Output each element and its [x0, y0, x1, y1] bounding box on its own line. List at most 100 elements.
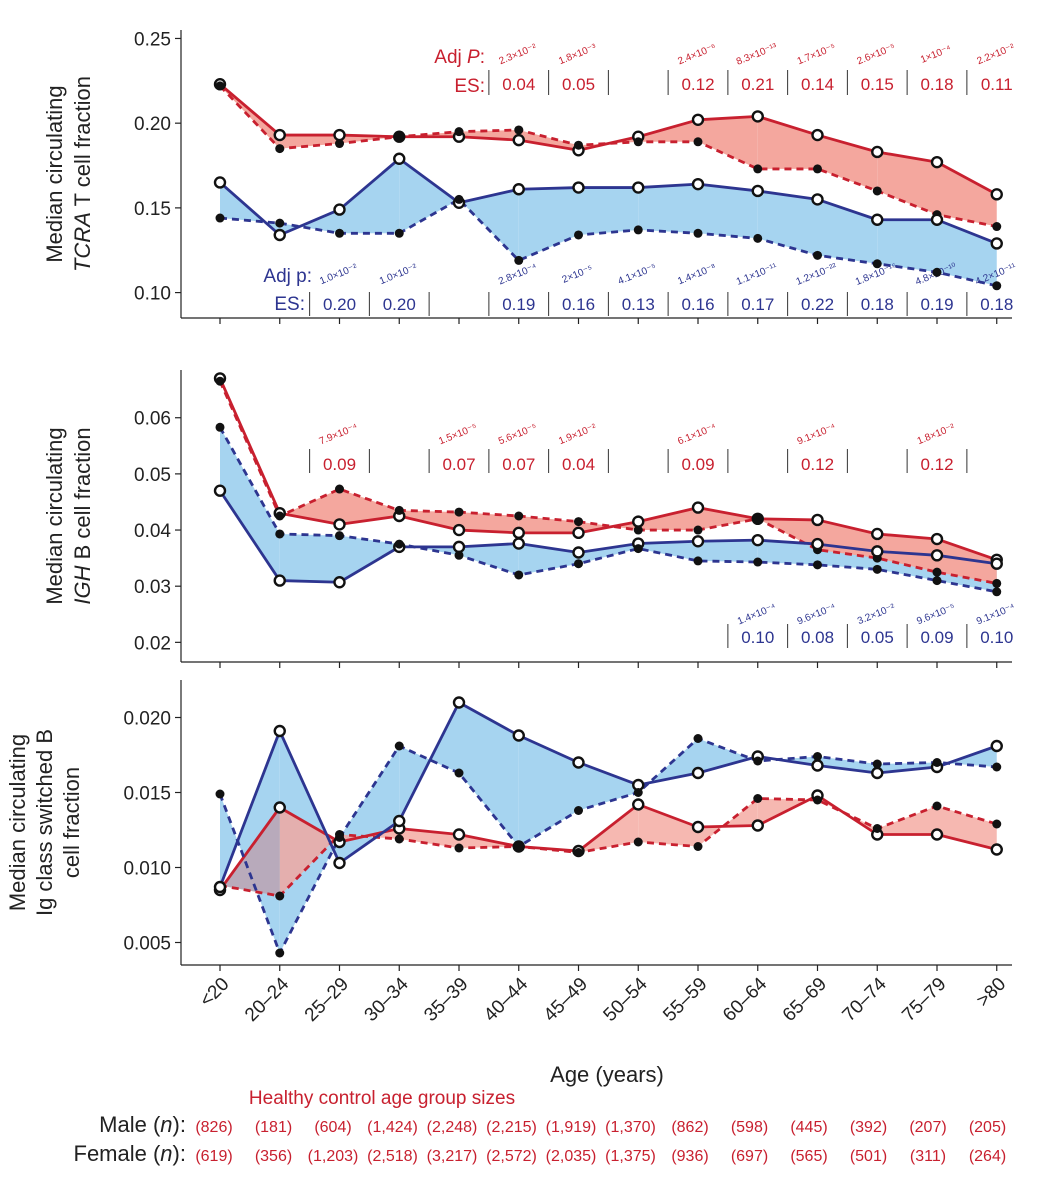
female-difference-band	[339, 158, 400, 234]
male-hollow-point	[512, 526, 525, 540]
male-n-value: (207)	[909, 1119, 946, 1136]
male-hollow-point	[751, 110, 764, 123]
male-hollow-point	[811, 513, 824, 527]
male-dashed-line	[218, 380, 998, 585]
x-tick-label: 20–24	[241, 973, 294, 1026]
male-filled-point	[574, 140, 583, 150]
adj-p-value: 2.2×10⁻²	[975, 42, 1016, 67]
adj-p-value: 1.2×10⁻²²	[795, 261, 839, 287]
adj-p-value: 1.0×10⁻²	[318, 262, 359, 287]
effect-size-value: 0.20	[383, 295, 416, 314]
male-n-value: (2,215)	[486, 1119, 537, 1136]
x-tick-label: 40–44	[480, 973, 533, 1026]
effect-size-value: 0.09	[920, 628, 953, 647]
y-tick-label: 0.04	[134, 521, 171, 542]
male-filled-point	[753, 514, 763, 524]
male-filled-point	[574, 517, 583, 527]
male-hollow-point	[333, 128, 346, 142]
male-filled-point	[394, 132, 404, 142]
female-n-value: (619)	[195, 1148, 232, 1165]
female-filled-point	[872, 564, 882, 574]
male-n-value: (1,919)	[546, 1119, 597, 1136]
female-difference-band	[339, 746, 400, 863]
adj-p-value: 1.4×10⁻⁸	[676, 262, 718, 287]
y-tick-label: 0.005	[123, 934, 171, 955]
male-hollow-point	[871, 145, 884, 159]
female-hollow-point	[393, 152, 406, 165]
male-dashed-line	[219, 797, 998, 898]
male-n-value: (604)	[314, 1119, 351, 1136]
male-n-value: (1,424)	[367, 1119, 418, 1136]
female-hollow-point	[213, 880, 227, 894]
effect-size-value: 0.17	[741, 295, 774, 314]
effect-size-value: 0.19	[920, 295, 953, 314]
female-filled-point	[813, 560, 822, 570]
female-filled-point	[932, 267, 942, 277]
female-difference-band	[459, 702, 519, 847]
female-hollow-point	[811, 759, 824, 772]
adj-p-heading: Adj p:	[263, 266, 312, 287]
effect-size-value: 0.18	[980, 295, 1013, 314]
adj-p-value: 2.6×10⁻⁵	[856, 42, 897, 67]
female-hollow-point	[871, 766, 884, 780]
y-tick-label: 0.05	[134, 465, 171, 486]
effect-size-value: 0.08	[801, 628, 834, 647]
male-filled-point	[454, 507, 464, 517]
female-difference-band	[220, 794, 238, 887]
male-hollow-point	[452, 523, 466, 537]
y-tick-label: 0.10	[134, 284, 171, 305]
y-tick-label: 0.010	[123, 859, 171, 880]
female-hollow-point	[572, 546, 585, 559]
female-hollow-point	[333, 576, 346, 589]
female-filled-point	[753, 756, 763, 766]
male-hollow-point	[751, 819, 764, 832]
effect-size-value: 0.15	[861, 75, 894, 94]
y-tick-label: 0.015	[123, 784, 171, 805]
female-difference-band	[698, 738, 751, 773]
y-tick-label: 0.02	[134, 633, 171, 654]
female-hollow-point	[751, 533, 764, 547]
male-difference-band	[459, 512, 519, 533]
female-filled-point	[633, 788, 643, 797]
female-hollow-point	[273, 574, 286, 587]
male-n-value: (392)	[850, 1119, 887, 1136]
male-hollow-point	[512, 133, 525, 147]
female-hollow-point	[572, 181, 585, 194]
female-difference-band	[578, 762, 639, 811]
male-filled-point	[872, 824, 882, 833]
adj-p-value: 1×10⁻⁴	[919, 44, 953, 66]
adj-p-value: 1.0×10⁻²	[378, 262, 419, 287]
female-hollow-point	[213, 176, 227, 189]
adj-p-value: 1.5×10⁻⁵	[437, 422, 478, 447]
male-filled-point	[992, 222, 1002, 232]
male-filled-point	[394, 834, 404, 844]
effect-size-value: 0.10	[980, 628, 1013, 647]
female-filled-point	[394, 228, 404, 238]
male-filled-point	[813, 795, 822, 805]
adj-p-value: 9.1×10⁻⁴	[975, 602, 1017, 627]
y-title-line: Median circulating	[5, 734, 30, 911]
female-filled-point	[275, 948, 285, 958]
male-difference-band	[937, 162, 997, 227]
effect-size-value: 0.07	[502, 455, 535, 474]
adj-p-value: 1.9×10⁻²	[557, 422, 598, 447]
male-filled-point	[992, 819, 1002, 829]
y-title-gene: IGH	[70, 565, 95, 604]
female-difference-band	[757, 190, 818, 256]
female-hollow-point	[990, 237, 1003, 250]
male-hollow-point	[930, 828, 944, 841]
female-filled-point	[335, 531, 344, 541]
female-difference-band	[578, 543, 639, 564]
x-tick-label: >80	[973, 974, 1011, 1012]
y-tick-label: 0.06	[134, 409, 171, 430]
male-filled-point	[335, 484, 344, 494]
female-hollow-point	[811, 193, 824, 206]
female-hollow-point	[273, 724, 286, 738]
female-difference-band	[757, 540, 818, 565]
male-hollow-point	[990, 188, 1003, 201]
male-filled-point	[514, 511, 524, 521]
female-filled-point	[574, 230, 583, 240]
female-difference-band	[937, 219, 997, 286]
adj-p-value: 1.8×10⁻²	[916, 422, 957, 447]
